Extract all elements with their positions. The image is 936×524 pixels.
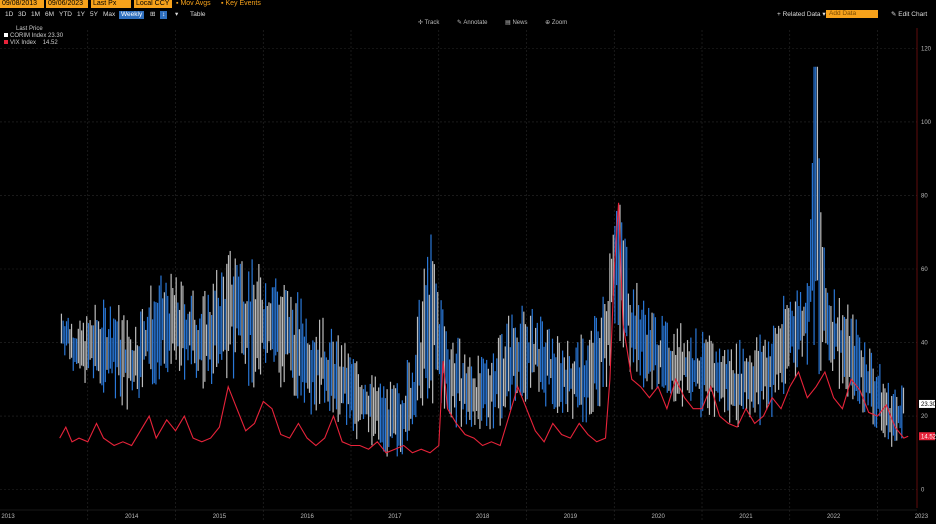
legend-value-vix: 14.52 <box>42 40 58 46</box>
key-events-label: Key Events <box>225 0 261 7</box>
chart-legend: Last Price CORIM Index 23.30 VIX Index 1… <box>4 26 63 47</box>
zoom-label: Zoom <box>551 20 568 26</box>
range-1d[interactable]: 1D <box>5 11 14 18</box>
x-tick-label-2019: 2019 <box>564 514 578 520</box>
x-tick-label-2016: 2016 <box>300 514 314 520</box>
related-data-button[interactable]: + Related Data ▾ <box>777 11 826 18</box>
x-tick-label-2021: 2021 <box>739 514 753 520</box>
y-tick-label-100: 100 <box>921 120 932 126</box>
x-tick-label-2020: 2020 <box>651 514 665 520</box>
chart-mode-bar: ✢ Track ✎ Annotate ▤ News ⊕ Zoom <box>418 19 583 27</box>
more-chevron-icon[interactable]: ▾ <box>175 11 179 18</box>
range-toolbar <box>0 9 936 20</box>
range-5y[interactable]: 5Y <box>90 11 98 18</box>
x-tick-label-2014: 2014 <box>125 514 139 520</box>
currency-select[interactable]: Local CCY <box>134 0 172 8</box>
x-tick-label-2018: 2018 <box>476 514 490 520</box>
key-events-toggle[interactable]: ▪ Key Events <box>221 0 261 7</box>
vix-last-value-label: 14.52 <box>921 434 936 440</box>
legend-item-corim: CORIM Index 23.30 <box>4 33 63 40</box>
corim-last-value-label: 23.30 <box>921 402 936 408</box>
edit-chart-button[interactable]: ✎ Edit Chart <box>891 11 928 18</box>
zoom-mode-button[interactable]: ⊕ Zoom <box>545 20 568 26</box>
news-mode-button[interactable]: ▤ News <box>505 20 528 26</box>
legend-name-vix: VIX Index <box>10 40 37 46</box>
price-field-select[interactable]: Last Px <box>91 0 131 8</box>
y-tick-label-0: 0 <box>921 488 925 494</box>
range-max[interactable]: Max <box>103 11 116 18</box>
related-data-label: Related Data <box>782 11 821 18</box>
legend-item-vix: VIX Index 14.52 <box>4 40 63 47</box>
chart-type-line-icon[interactable]: ⊞ <box>150 11 156 18</box>
x-tick-label-2023: 2023 <box>915 514 929 520</box>
frequency-select[interactable]: Weekly <box>119 11 145 19</box>
x-tick-label-2022: 2022 <box>827 514 841 520</box>
chart-type-bar-icon[interactable]: ↕ <box>160 11 168 19</box>
range-1m[interactable]: 1M <box>31 11 41 18</box>
mov-avgs-label: Mov Avgs <box>180 0 211 7</box>
track-mode-button[interactable]: ✢ Track <box>418 20 440 26</box>
legend-name-corim: CORIM Index <box>10 33 47 39</box>
corim-last-value-tag <box>919 399 935 408</box>
y-tick-label-120: 120 <box>921 46 932 52</box>
range-1y[interactable]: 1Y <box>77 11 85 18</box>
legend-header: Last Price <box>16 26 43 32</box>
y-tick-label-60: 60 <box>921 267 928 273</box>
legend-swatch-corim <box>4 33 8 38</box>
y-tick-label-40: 40 <box>921 341 928 347</box>
annotate-mode-button[interactable]: ✎ Annotate <box>457 20 488 26</box>
x-tick-label-2017: 2017 <box>388 514 402 520</box>
news-label: News <box>512 20 528 26</box>
x-tick-label-2013: 2013 <box>1 514 15 520</box>
legend-swatch-vix <box>4 40 8 45</box>
range-6m[interactable]: 6M <box>45 11 55 18</box>
track-label: Track <box>424 20 440 26</box>
range-ytd[interactable]: YTD <box>59 11 72 18</box>
range-3d[interactable]: 3D <box>18 11 27 18</box>
y-tick-label-80: 80 <box>921 193 928 199</box>
mov-avgs-toggle[interactable]: ▪ Mov Avgs <box>176 0 211 7</box>
vix-last-value-tag <box>919 432 935 441</box>
start-date-field[interactable]: 09/08/2013 <box>0 0 44 8</box>
annotate-label: Annotate <box>463 20 488 26</box>
y-tick-label-20: 20 <box>921 414 928 420</box>
top-toolbar: 09/08/2013 09/06/2023 Last Px Local CCY … <box>0 0 936 9</box>
vix-series-line <box>59 202 909 454</box>
x-tick-label-2015: 2015 <box>213 514 227 520</box>
edit-chart-label: Edit Chart <box>898 11 928 18</box>
table-button[interactable]: Table <box>190 11 206 18</box>
add-data-input[interactable]: Add Data <box>826 10 878 18</box>
legend-value-corim: 23.30 <box>48 33 64 39</box>
end-date-field[interactable]: 09/06/2023 <box>46 0 88 8</box>
